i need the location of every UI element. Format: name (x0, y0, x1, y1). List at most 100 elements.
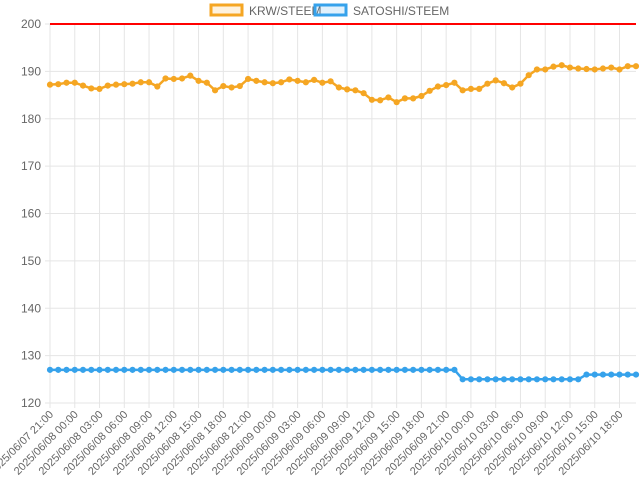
data-point (302, 366, 309, 373)
y-tick-label: 160 (21, 207, 41, 221)
data-point (311, 366, 318, 373)
data-point (162, 366, 169, 373)
data-point (575, 376, 582, 383)
data-point (277, 79, 285, 86)
data-point (352, 366, 359, 373)
data-point (533, 376, 541, 383)
legend-swatch (209, 3, 244, 17)
data-point (558, 376, 565, 383)
data-point (112, 366, 120, 373)
data-point (509, 376, 516, 383)
data-point (195, 77, 202, 84)
data-point (434, 366, 442, 373)
data-point (385, 366, 392, 373)
legend-label: SATOSHI/STEEM (353, 4, 449, 18)
legend-swatch (313, 3, 348, 17)
data-point (63, 79, 70, 86)
data-point (211, 87, 219, 94)
y-tick-label: 200 (21, 17, 41, 31)
data-point (220, 82, 227, 90)
data-point (467, 85, 475, 93)
data-point (187, 72, 194, 79)
data-point (360, 366, 367, 373)
data-point (542, 376, 549, 383)
data-point (327, 366, 334, 373)
data-point (112, 81, 120, 88)
data-point (228, 84, 235, 91)
data-point (244, 366, 252, 373)
data-point (599, 65, 607, 72)
data-point (525, 376, 532, 383)
data-point (170, 75, 177, 83)
data-point (484, 80, 491, 87)
data-point (533, 66, 541, 73)
series-group (46, 62, 640, 383)
data-point (459, 376, 466, 383)
data-point (121, 366, 128, 373)
data-point (145, 366, 153, 373)
data-point (410, 95, 417, 102)
data-point (55, 366, 62, 373)
data-point (311, 76, 318, 84)
data-point (550, 63, 557, 70)
data-point (360, 90, 367, 97)
data-point (550, 376, 557, 383)
data-point (443, 82, 450, 89)
data-point (178, 75, 186, 82)
data-point (451, 366, 458, 373)
data-point (377, 97, 384, 104)
data-point (319, 366, 326, 373)
data-point (608, 371, 615, 378)
data-point (79, 366, 87, 373)
data-point (583, 65, 590, 73)
data-point (624, 63, 631, 70)
data-point (71, 366, 78, 373)
data-point (517, 80, 524, 87)
data-point (385, 94, 392, 101)
data-point (443, 366, 450, 373)
data-point (162, 75, 169, 82)
data-point (566, 376, 574, 383)
data-point (319, 79, 326, 86)
data-point (467, 376, 475, 383)
data-point (178, 366, 186, 373)
data-point (96, 366, 103, 373)
data-point (451, 79, 458, 86)
data-point (203, 79, 210, 86)
data-point (616, 66, 623, 73)
data-point (294, 366, 301, 373)
data-point (632, 371, 640, 378)
data-point (170, 366, 177, 373)
data-point (335, 366, 342, 373)
data-point (220, 366, 227, 373)
data-point (286, 76, 293, 83)
data-point (616, 371, 623, 378)
data-point (154, 366, 161, 373)
data-point (542, 66, 549, 73)
data-point (277, 366, 285, 373)
data-point (121, 81, 128, 88)
legend-label: KRW/STEEM (249, 4, 321, 18)
series-line-satoshi (50, 368, 636, 381)
data-point (195, 366, 202, 373)
data-point (154, 83, 161, 90)
data-point (236, 366, 243, 373)
data-point (500, 80, 508, 87)
data-point (211, 366, 219, 373)
data-point (377, 366, 384, 373)
data-point (269, 366, 276, 373)
data-point (583, 371, 590, 378)
legend: KRW/STEEM SATOSHI/STEEM (209, 3, 449, 18)
data-point (352, 87, 359, 94)
data-point (517, 376, 524, 383)
data-point (344, 86, 351, 93)
data-point (203, 366, 210, 373)
data-point (335, 84, 342, 91)
data-point (137, 79, 144, 86)
data-point (55, 81, 62, 88)
data-point (327, 78, 334, 85)
data-point (476, 376, 483, 383)
data-point (46, 81, 54, 88)
data-point (632, 63, 640, 70)
